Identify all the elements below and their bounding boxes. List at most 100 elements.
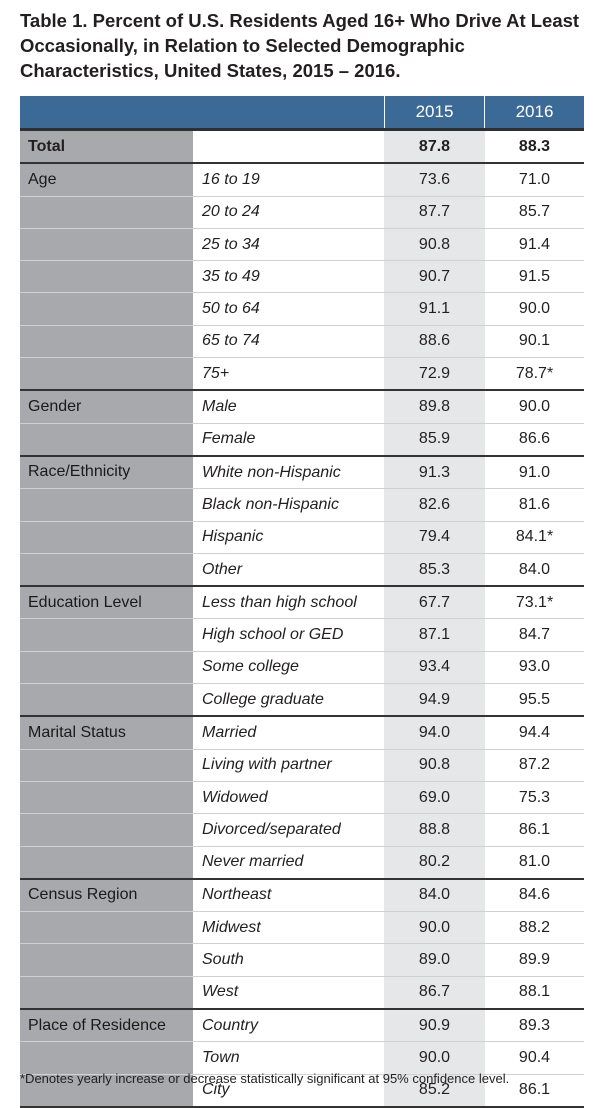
value-2015: 90.8	[384, 749, 485, 781]
value-2016: 91.0	[518, 463, 551, 481]
subgroup-label: Never married	[202, 853, 304, 871]
subgroup-label: Black non-Hispanic	[202, 495, 339, 513]
value-2015: 89.8	[384, 391, 485, 423]
total-value-2015: 87.8	[384, 131, 485, 163]
table-row: Other 85.3 84.0	[20, 553, 584, 586]
category-group: Marital Status Married 94.0 94.4 Living with…	[20, 717, 584, 880]
value-2016: 88.2	[518, 918, 551, 936]
table-row: Black non-Hispanic 82.6 81.6	[20, 489, 584, 522]
subgroup-label: Country	[202, 1016, 259, 1034]
table-row: Living with partner 90.8 87.2	[20, 749, 584, 782]
subgroup-label: 20 to 24	[202, 203, 260, 221]
value-2015: 87.7	[384, 196, 485, 228]
table-row: 20 to 24 87.7 85.7	[20, 196, 584, 229]
subgroup-label: Female	[202, 430, 256, 448]
subgroup-label: Living with partner	[202, 756, 332, 774]
category-group: Race/Ethnicity White non-Hispanic 91.3 91.0…	[20, 456, 584, 588]
value-2015: 90.0	[384, 1042, 485, 1074]
subgroup-label: Midwest	[202, 918, 261, 936]
category-group: Census Region Northeast 84.0 84.6 Midwest 90.…	[20, 879, 584, 1011]
value-2015: 86.7	[384, 976, 485, 1009]
value-2016: 90.4	[518, 1048, 551, 1066]
value-2016: 75.3	[518, 788, 551, 806]
value-2015: 79.4	[384, 521, 485, 553]
value-2015: 84.0	[384, 879, 485, 912]
value-2016: 73.1*	[515, 593, 554, 611]
value-2016: 86.1	[518, 1081, 551, 1099]
table-row: 16 to 19 73.6 71.0	[20, 164, 584, 197]
category-label: Gender	[28, 397, 82, 415]
table-row: Married 94.0 94.4	[20, 717, 584, 750]
value-2016: 89.3	[518, 1016, 551, 1034]
value-2015: 93.4	[384, 651, 485, 684]
table-header-row: 2015 2016	[20, 96, 584, 131]
value-2016: 85.7	[518, 203, 551, 221]
subgroup-label: Northeast	[202, 886, 272, 904]
table-row: Midwest 90.0 88.2	[20, 912, 584, 945]
total-row: Total 87.8 88.3	[20, 131, 584, 163]
value-2016: 78.7*	[515, 364, 554, 382]
table-row: 75+ 72.9 78.7*	[20, 358, 584, 390]
value-2016: 93.0	[518, 658, 551, 676]
total-group: Total 87.8 88.3	[20, 131, 584, 165]
value-2015: 73.6	[384, 164, 485, 196]
value-2016: 86.1	[518, 820, 551, 838]
subgroup-label: High school or GED	[202, 626, 344, 644]
table-row: 35 to 49 90.7 91.5	[20, 261, 584, 294]
subgroup-label: Other	[202, 560, 243, 578]
data-table: 2015 2016 Total 87.8 88.3 Age 16 to 19 73.…	[20, 96, 584, 1108]
value-2016: 86.6	[518, 430, 551, 448]
value-2016: 90.0	[518, 398, 551, 416]
table-row: South 89.0 89.9	[20, 944, 584, 977]
table-row: Widowed 69.0 75.3	[20, 781, 584, 815]
table-row: Country 90.9 89.3	[20, 1010, 584, 1043]
table-row: Divorced/separated 88.8 86.1	[20, 814, 584, 847]
category-group: Age 16 to 19 73.6 71.0 20 to 24 87.7 85.7 25 to…	[20, 164, 584, 392]
table-row: Male 89.8 90.0	[20, 391, 584, 424]
table-row: Northeast 84.0 84.6	[20, 879, 584, 913]
value-2015: 69.0	[384, 781, 485, 814]
value-2016: 88.1	[518, 983, 551, 1001]
subgroup-label: 75+	[202, 364, 230, 382]
total-value-2016: 88.3	[518, 137, 551, 155]
value-2015: 90.0	[384, 912, 485, 944]
table-row: West 86.7 88.1	[20, 976, 584, 1009]
value-2016: 84.7	[518, 626, 551, 644]
total-label: Total	[28, 137, 66, 155]
header-year-2015: 2015	[384, 96, 485, 128]
value-2015: 85.3	[384, 553, 485, 586]
subgroup-label: 16 to 19	[202, 170, 260, 188]
value-2015: 94.0	[384, 717, 485, 749]
subgroup-label: Some college	[202, 658, 299, 676]
table-row: Some college 93.4 93.0	[20, 651, 584, 685]
table-row: Never married 80.2 81.0	[20, 846, 584, 878]
value-2015: 85.9	[384, 423, 485, 455]
footnote: *Denotes yearly increase or decrease sta…	[20, 1071, 510, 1086]
header-year-2016: 2016	[515, 102, 554, 121]
table-row: College graduate 94.9 95.5	[20, 684, 584, 716]
table-row: High school or GED 87.1 84.7	[20, 619, 584, 652]
value-2015: 89.0	[384, 944, 485, 976]
value-2016: 91.4	[518, 235, 551, 253]
value-2016: 91.5	[518, 267, 551, 285]
value-2015: 90.9	[384, 1010, 485, 1042]
subgroup-label: 25 to 34	[202, 235, 260, 253]
value-2016: 81.0	[518, 853, 551, 871]
table-row: Less than high school 67.7 73.1*	[20, 587, 584, 620]
table-row: 25 to 34 90.8 91.4	[20, 228, 584, 262]
table-row: Town 90.0 90.4	[20, 1042, 584, 1075]
subgroup-label: 65 to 74	[202, 332, 260, 350]
value-2016: 89.9	[518, 951, 551, 969]
category-group: Education Level Less than high school 67.7…	[20, 587, 584, 718]
subgroup-label: West	[202, 983, 239, 1001]
subgroup-label: Male	[202, 398, 237, 416]
table-row: White non-Hispanic 91.3 91.0	[20, 456, 584, 490]
subgroup-label: Less than high school	[202, 593, 357, 611]
subgroup-label: 50 to 64	[202, 300, 260, 318]
subgroup-label: College graduate	[202, 690, 324, 708]
subgroup-label: White non-Hispanic	[202, 463, 341, 481]
table-row: 50 to 64 91.1 90.0	[20, 293, 584, 326]
value-2016: 94.4	[518, 723, 551, 741]
subgroup-label: City	[202, 1081, 230, 1099]
value-2016: 84.1*	[515, 528, 554, 546]
